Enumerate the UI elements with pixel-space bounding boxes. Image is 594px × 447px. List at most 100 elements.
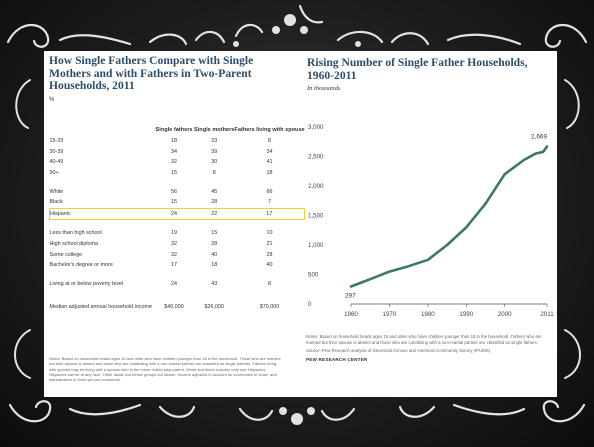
y-tick-label: 1,500	[308, 213, 324, 220]
cell: 28	[266, 251, 273, 258]
x-tick-label: 1980	[421, 311, 435, 318]
point-labels: 297 2,669	[345, 134, 547, 300]
cell: 18	[211, 262, 218, 269]
row-label: Living at or below poverty level	[49, 280, 124, 287]
row-spacer	[50, 178, 305, 186]
cell: 15	[171, 170, 177, 177]
row-label: Bachelor's degree or more	[49, 262, 113, 269]
row-label: Less than high school	[49, 230, 102, 237]
y-tick-label: 500	[308, 272, 319, 279]
table-header-row: Single fathers Single mothers Fathers li…	[50, 118, 305, 136]
right-chart-section: Rising Number of Single Father Household…	[307, 56, 552, 92]
row-spacer	[50, 220, 305, 229]
x-tick-label: 1990	[459, 311, 473, 318]
row-label: Black	[49, 199, 63, 206]
top-ornament	[6, 4, 588, 48]
row-label: 15-29	[49, 138, 64, 145]
table-row: 15-29 18 23 8	[50, 136, 305, 147]
chart-notes: Notes: Based on household heads ages 15 …	[306, 334, 542, 345]
left-table-section: How Single Fathers Compare with Single M…	[49, 54, 279, 103]
cell: 8	[212, 170, 216, 177]
cell: 8	[268, 138, 272, 145]
series-line	[349, 145, 549, 288]
table-row: White 56 45 66	[50, 186, 305, 197]
cell: $26,000	[204, 304, 224, 311]
row-label: Some college	[49, 251, 83, 258]
cell: 23	[211, 138, 218, 145]
income-row: Median adjusted annual household income $…	[50, 297, 305, 311]
column-header: Single fathers	[155, 127, 193, 134]
cell: 18	[171, 138, 177, 145]
row-label: High school diploma	[49, 241, 99, 248]
cell: 41	[266, 159, 273, 166]
point-label: 2,669	[531, 134, 547, 141]
y-tick-labels: 0 500 1,000 1,500 2,000 2,500 3,000	[308, 124, 324, 308]
cell: $40,000	[164, 304, 184, 311]
chart-subtitle: In thousands	[307, 85, 341, 92]
cell: 40	[266, 262, 273, 269]
x-tick-label: 1960	[344, 311, 358, 318]
row-spacer	[50, 271, 305, 279]
x-tick-labels: 1960 1970 1980 1990 2000 2011	[344, 304, 554, 318]
cell: 15	[171, 199, 177, 206]
cell: 10	[266, 230, 273, 237]
cell: 24	[171, 280, 177, 287]
cell: 66	[266, 188, 273, 195]
left-title: How Single Fathers Compare with Single M…	[49, 54, 254, 93]
cell: $70,000	[259, 304, 280, 311]
comparison-table: Single fathers Single mothers Fathers li…	[49, 118, 306, 311]
cell: 15	[211, 230, 218, 237]
cell: 17	[171, 262, 177, 269]
table-row: 30-39 34 39 34	[50, 147, 305, 158]
cell: 18	[266, 170, 273, 177]
row-label: Hispanic	[49, 207, 154, 221]
y-tick-label: 1,000	[308, 242, 324, 249]
row-label: 50+	[49, 170, 59, 177]
cell: 17	[234, 207, 306, 221]
x-tick-label: 1970	[383, 311, 397, 318]
highlighted-row: Hispanic 24 22 17	[49, 207, 306, 221]
cell: 39	[211, 148, 218, 155]
row-label: Median adjusted annual household income	[49, 304, 153, 311]
table-row: 50+ 15 8 18	[50, 168, 305, 179]
cell: 19	[171, 230, 177, 237]
table-row: High school diploma 32 28 21	[50, 239, 305, 250]
unit-label: %	[49, 96, 55, 103]
chart-title: Rising Number of Single Father Household…	[307, 56, 528, 82]
cell: 45	[211, 188, 218, 195]
cell: 34	[171, 148, 177, 155]
y-tick-label: 3,000	[308, 124, 324, 131]
cell: 22	[194, 207, 235, 221]
table-row: Black 15 28 7	[50, 197, 305, 208]
y-tick-label: 2,000	[308, 183, 324, 190]
right-ornament	[564, 79, 581, 379]
cell: 32	[171, 159, 177, 166]
row-label: White	[49, 188, 64, 195]
cell: 32	[171, 241, 177, 248]
cell: 43	[211, 280, 218, 287]
left-notes: Notes: Based on household heads ages 15 …	[49, 356, 281, 383]
row-spacer	[50, 289, 305, 297]
cell: 7	[268, 199, 272, 206]
cell: 30	[211, 159, 218, 166]
row-label: 40-49	[49, 159, 64, 166]
cell: 24	[154, 207, 194, 221]
header-blank	[50, 118, 155, 136]
brand-label: PEW RESEARCH CENTER	[306, 356, 368, 362]
table-row: 40-49 32 30 41	[50, 157, 305, 168]
table-row: Some college 32 40 28	[50, 249, 305, 260]
chart-source: Source: Pew Research analysis of Decenni…	[306, 348, 491, 354]
column-header: Fathers living with spouse	[234, 127, 305, 134]
column-header: Single mothers	[194, 127, 235, 134]
cell: 32	[171, 251, 177, 258]
cell: 34	[266, 148, 273, 155]
table-row: Living at or below poverty level 24 43 8	[50, 279, 305, 290]
x-tick-label: 2011	[540, 311, 554, 318]
table-row: Bachelor's degree or more 17 18 40	[50, 260, 305, 271]
cell: 28	[211, 199, 218, 206]
point-label: 297	[345, 292, 356, 299]
right-notes: Notes: Based on household heads ages 15 …	[306, 334, 554, 362]
y-tick-label: 0	[308, 301, 312, 308]
cell: 21	[266, 241, 273, 248]
cell: 8	[268, 280, 272, 287]
